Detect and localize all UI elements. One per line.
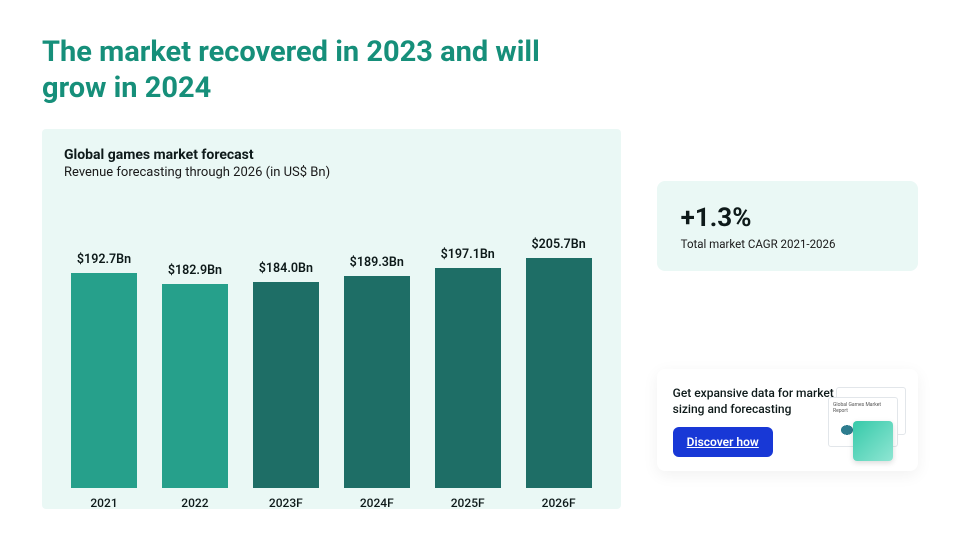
bar bbox=[435, 268, 501, 488]
chart-bars: $192.7Bn $182.9Bn $184.0Bn $189.3Bn $197.1Bn… bbox=[64, 198, 599, 488]
bar-value-label: $182.9Bn bbox=[168, 263, 222, 278]
bar bbox=[71, 273, 137, 488]
chart-x-labels: 2021 2022 2023F 2024F 2025F 2026F bbox=[64, 496, 599, 510]
x-axis-label: 2024F bbox=[337, 496, 417, 510]
report-thumb-caption: Global Games Market Report bbox=[833, 402, 881, 414]
bar bbox=[253, 282, 319, 487]
chart-card: Global games market forecast Revenue for… bbox=[42, 129, 621, 509]
bar-value-label: $184.0Bn bbox=[259, 261, 313, 276]
x-axis-label: 2026F bbox=[519, 496, 599, 510]
bar-column: $182.9Bn bbox=[155, 263, 235, 488]
bar-value-label: $192.7Bn bbox=[77, 252, 131, 267]
slide: The market recovered in 2023 and will gr… bbox=[0, 0, 960, 527]
bar bbox=[344, 276, 410, 487]
chart-plot: $192.7Bn $182.9Bn $184.0Bn $189.3Bn $197.1Bn… bbox=[64, 198, 599, 488]
bar bbox=[526, 258, 592, 487]
bar-column: $189.3Bn bbox=[337, 255, 417, 487]
discover-how-button[interactable]: Discover how bbox=[673, 427, 773, 457]
bar-column: $205.7Bn bbox=[519, 237, 599, 487]
cagr-caption: Total market CAGR 2021-2026 bbox=[681, 237, 894, 251]
promo-text: Get expansive data for market sizing and… bbox=[673, 385, 846, 417]
bar-column: $184.0Bn bbox=[246, 261, 326, 487]
cagr-card: +1.3% Total market CAGR 2021-2026 bbox=[657, 181, 918, 271]
mascot-badge-icon bbox=[853, 421, 893, 461]
chart-title: Global games market forecast bbox=[64, 147, 599, 163]
slide-headline: The market recovered in 2023 and will gr… bbox=[42, 34, 602, 107]
bar-value-label: $189.3Bn bbox=[350, 255, 404, 270]
x-axis-label: 2023F bbox=[246, 496, 326, 510]
promo-text-col: Get expansive data for market sizing and… bbox=[673, 385, 846, 457]
bar-column: $197.1Bn bbox=[428, 247, 508, 488]
promo-thumbnail: Global Games Market Report bbox=[855, 385, 908, 457]
bar-column: $192.7Bn bbox=[64, 252, 144, 488]
x-axis-label: 2021 bbox=[64, 496, 144, 510]
bar-value-label: $197.1Bn bbox=[441, 247, 495, 262]
right-column: +1.3% Total market CAGR 2021-2026 Get ex… bbox=[657, 181, 918, 471]
x-axis-label: 2022 bbox=[155, 496, 235, 510]
cagr-value: +1.3% bbox=[681, 203, 894, 233]
bar-value-label: $205.7Bn bbox=[532, 237, 586, 252]
bar bbox=[162, 284, 228, 488]
chart-subtitle: Revenue forecasting through 2026 (in US$… bbox=[64, 165, 599, 180]
x-axis-label: 2025F bbox=[428, 496, 508, 510]
content-row: Global games market forecast Revenue for… bbox=[42, 129, 918, 509]
promo-card: Get expansive data for market sizing and… bbox=[657, 369, 918, 471]
